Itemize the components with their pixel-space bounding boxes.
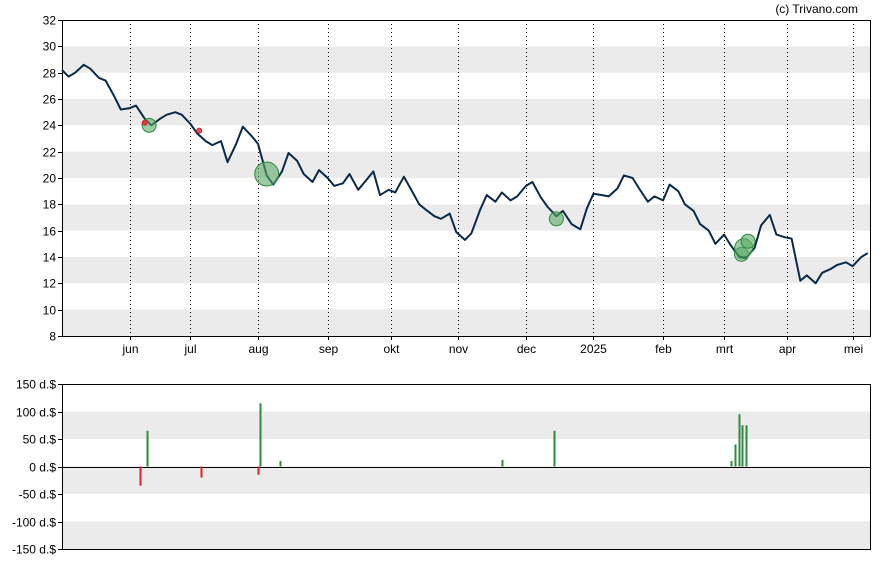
x-tick-label: 2025 bbox=[580, 342, 607, 356]
price-line bbox=[61, 63, 869, 285]
y-tick-label: 8 bbox=[49, 330, 56, 344]
price-band bbox=[62, 46, 870, 73]
x-tick-label: apr bbox=[779, 342, 796, 356]
y-tick-label: 14 bbox=[43, 251, 57, 265]
y-tick-label: -150 d.$ bbox=[12, 543, 56, 557]
price-band bbox=[62, 204, 870, 231]
price-band bbox=[62, 257, 870, 284]
y-tick-label: 10 bbox=[43, 304, 57, 318]
sell-marker bbox=[196, 127, 203, 134]
y-tick-label: 12 bbox=[43, 277, 57, 291]
y-tick-label: -50 d.$ bbox=[19, 488, 57, 502]
x-tick-label: dec bbox=[517, 342, 536, 356]
y-tick-label: 50 d.$ bbox=[23, 433, 57, 447]
volume-panel: 150 d.$ 100 d.$ 50 d.$ 0 d.$ -50 d.$ -100 d.$… bbox=[12, 378, 871, 557]
y-tick-label: 26 bbox=[43, 93, 57, 107]
buy-marker bbox=[740, 233, 756, 249]
x-tick-label: mrt bbox=[716, 342, 734, 356]
y-tick-label: 18 bbox=[43, 198, 57, 212]
volume-band bbox=[62, 411, 870, 439]
volume-frame bbox=[62, 384, 871, 550]
volume-band bbox=[62, 521, 870, 549]
x-tick-label: mei bbox=[844, 342, 863, 356]
x-tick-label: feb bbox=[655, 342, 672, 356]
y-tick-label: 0 d.$ bbox=[29, 461, 56, 475]
price-band bbox=[62, 309, 870, 336]
x-tick-label: sep bbox=[319, 342, 339, 356]
x-tick-label: nov bbox=[449, 342, 468, 356]
x-tick-label: okt bbox=[383, 342, 400, 356]
buy-marker bbox=[548, 211, 564, 227]
x-tick-label: jun bbox=[121, 342, 138, 356]
y-tick-label: 24 bbox=[43, 119, 57, 133]
volume-band bbox=[62, 466, 870, 494]
price-panel: jun jul aug sep okt nov dec 2025 feb mrt apr mei 8 10… bbox=[43, 14, 871, 356]
y-tick-label: 28 bbox=[43, 67, 57, 81]
y-tick-label: 32 bbox=[43, 14, 57, 28]
y-tick-label: 16 bbox=[43, 225, 57, 239]
y-tick-label: -100 d.$ bbox=[12, 516, 56, 530]
y-tick-label: 30 bbox=[43, 40, 57, 54]
y-tick-label: 22 bbox=[43, 146, 57, 160]
buy-marker bbox=[254, 161, 280, 187]
y-tick-label: 20 bbox=[43, 172, 57, 186]
y-tick-label: 100 d.$ bbox=[16, 406, 56, 420]
x-tick-label: jul bbox=[183, 342, 196, 356]
x-tick-label: aug bbox=[248, 342, 268, 356]
price-frame bbox=[62, 20, 871, 337]
copyright-label: (c) Trivano.com bbox=[775, 2, 858, 16]
price-band bbox=[62, 99, 870, 126]
price-band bbox=[62, 151, 870, 178]
sell-marker bbox=[141, 119, 148, 126]
y-tick-label: 150 d.$ bbox=[16, 378, 56, 392]
